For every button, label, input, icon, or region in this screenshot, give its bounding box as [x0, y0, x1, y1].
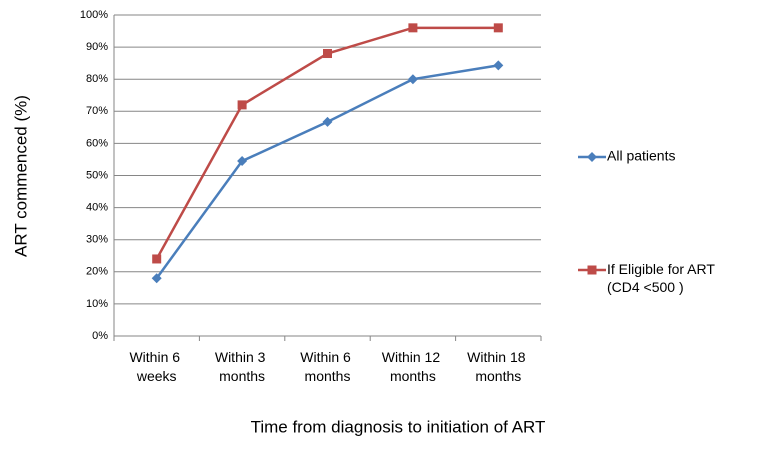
y-tick-label: 50%: [86, 169, 108, 181]
x-tick-label: Within 12 months: [382, 349, 444, 384]
legend-label: All patients: [607, 148, 675, 164]
marker: [323, 49, 332, 59]
marker: [408, 23, 418, 33]
marker: [152, 254, 162, 264]
x-tick-label: Within 3 months: [215, 349, 269, 384]
y-tick-label: 90%: [86, 41, 108, 53]
series-line: [155, 64, 499, 279]
marker: [587, 265, 597, 275]
y-tick-label: 40%: [86, 202, 108, 214]
y-tick-label: 100%: [80, 9, 108, 21]
marker: [322, 116, 333, 127]
legend-label: If Eligible for ART (CD4 <500 ): [607, 261, 719, 295]
x-tick-label: Within 6 months: [300, 349, 354, 384]
y-tick-label: 70%: [86, 105, 108, 117]
marker: [587, 152, 597, 162]
marker: [407, 74, 418, 85]
y-tick-label: 20%: [86, 266, 108, 278]
x-tick-label: Within 18 months: [467, 349, 529, 384]
y-axis-title: ART commenced (%): [11, 95, 30, 257]
marker: [493, 23, 503, 33]
y-tick-label: 30%: [86, 234, 108, 246]
x-axis-title: Time from diagnosis to initiation of ART: [251, 417, 546, 436]
y-tick-label: 0%: [92, 330, 108, 342]
x-tick-label: Within 6 weeks: [129, 349, 183, 384]
marker: [151, 273, 162, 284]
y-tick-label: 80%: [86, 73, 108, 85]
y-tick-label: 10%: [86, 298, 108, 310]
marker: [237, 156, 248, 167]
marker: [493, 60, 504, 71]
marker: [237, 100, 247, 110]
y-tick-label: 60%: [86, 137, 108, 149]
